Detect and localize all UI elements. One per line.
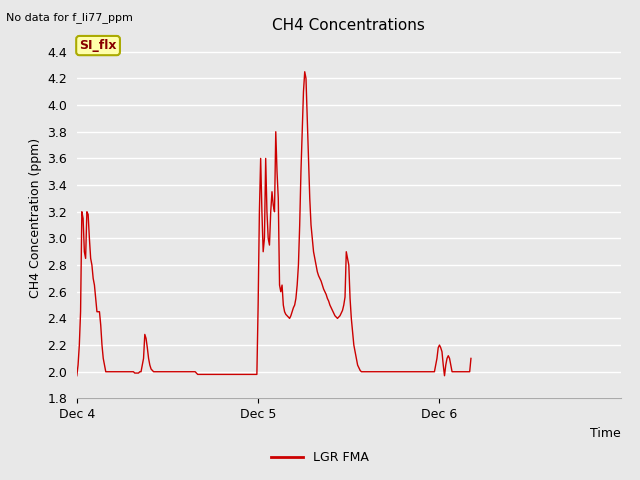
Text: No data for f_li77_ppm: No data for f_li77_ppm xyxy=(6,12,133,23)
Y-axis label: CH4 Concentration (ppm): CH4 Concentration (ppm) xyxy=(29,138,42,299)
Text: SI_flx: SI_flx xyxy=(79,39,117,52)
Legend: LGR FMA: LGR FMA xyxy=(266,446,374,469)
X-axis label: Time: Time xyxy=(590,427,621,440)
Title: CH4 Concentrations: CH4 Concentrations xyxy=(273,18,425,33)
